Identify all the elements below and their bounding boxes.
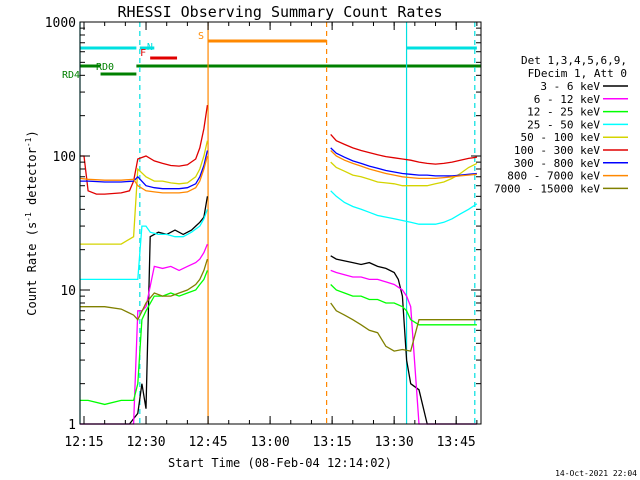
x-tick-label-4: 13:15 xyxy=(313,435,352,450)
legend-label-2: 12 - 25 keV xyxy=(527,106,600,119)
series-2-segment-0 xyxy=(80,270,209,406)
y-axis-label: Count Rate (s-1 detector-1) xyxy=(24,130,39,315)
y-axis-label-main: Count Rate (s xyxy=(25,222,39,316)
series-3-segment-1 xyxy=(330,190,478,225)
x-tick-label-0: 12:15 xyxy=(64,435,103,450)
series-5-segment-1 xyxy=(330,133,477,165)
series-7-segment-0 xyxy=(79,155,209,194)
y-tick-label-0: 1 xyxy=(68,418,76,433)
series-3-segment-0 xyxy=(80,209,209,281)
series-5-segment-0 xyxy=(80,105,209,195)
x-tick-label-5: 13:30 xyxy=(375,435,414,450)
legend-label-6: 300 - 800 keV xyxy=(514,157,600,170)
series-6-segment-0 xyxy=(80,150,209,190)
legend: Det 1,3,4,5,6,9, FDecim 1, Att 0 3 - 6 k… xyxy=(494,54,628,195)
series-2-segment-1 xyxy=(330,284,477,326)
flag-label-rd0: RD0 xyxy=(96,62,114,73)
y-tick-label-3: 1000 xyxy=(45,16,76,31)
chart-title: RHESSI Observing Summary Count Rates xyxy=(117,3,442,21)
series-6-segment-1 xyxy=(330,147,477,177)
flag-label-s: S xyxy=(198,31,204,42)
legend-label-5: 100 - 300 keV xyxy=(514,144,600,157)
flag-label-f: F xyxy=(140,48,146,59)
legend-label-4: 50 - 100 keV xyxy=(521,131,601,144)
y-axis-label-sup-2: -1 xyxy=(24,137,33,147)
legend-header-line-2: FDecim 1, Att 0 xyxy=(528,67,627,80)
y-axis-label-tail: detector xyxy=(25,147,39,212)
legend-header-line-1: Det 1,3,4,5,6,9, xyxy=(521,54,627,67)
x-axis-label: Start Time (08-Feb-04 12:14:02) xyxy=(168,456,392,470)
series-4-segment-1 xyxy=(330,161,478,187)
x-tick-label-1: 12:30 xyxy=(126,435,165,450)
legend-label-3: 25 - 50 keV xyxy=(527,118,600,131)
x-tick-label-6: 13:45 xyxy=(437,435,476,450)
series-8-segment-1 xyxy=(330,302,477,352)
series-4-segment-0 xyxy=(80,140,209,245)
x-axis-ticks: 12:15 12:30 12:45 13:00 13:15 13:30 13:45 xyxy=(64,22,478,450)
y-axis-label-sup-1: -1 xyxy=(24,212,33,222)
legend-label-7: 800 - 7000 keV xyxy=(507,170,600,183)
legend-label-0: 3 - 6 keV xyxy=(540,80,600,93)
series-8-segment-0 xyxy=(80,258,209,321)
legend-label-8: 7000 - 15000 keV xyxy=(494,182,600,195)
y-axis-ticks: 1 10 100 1000 xyxy=(45,16,481,433)
x-tick-label-2: 12:45 xyxy=(188,435,227,450)
legend-label-1: 6 - 12 keV xyxy=(534,93,601,106)
flag-label-n: N xyxy=(147,42,153,53)
x-tick-label-3: 13:00 xyxy=(251,435,290,450)
series-lines xyxy=(79,105,478,425)
timestamp-stamp: 14-Oct-2021 22:04 xyxy=(555,469,637,478)
series-7-segment-1 xyxy=(330,150,477,180)
y-tick-label-1: 10 xyxy=(60,284,76,299)
y-axis-label-close: ) xyxy=(25,130,39,137)
flag-bars: RD0 N S F RD4 xyxy=(62,31,481,81)
flag-label-rd4: RD4 xyxy=(62,70,80,81)
plot-frame xyxy=(79,21,482,425)
y-tick-label-2: 100 xyxy=(53,150,76,165)
